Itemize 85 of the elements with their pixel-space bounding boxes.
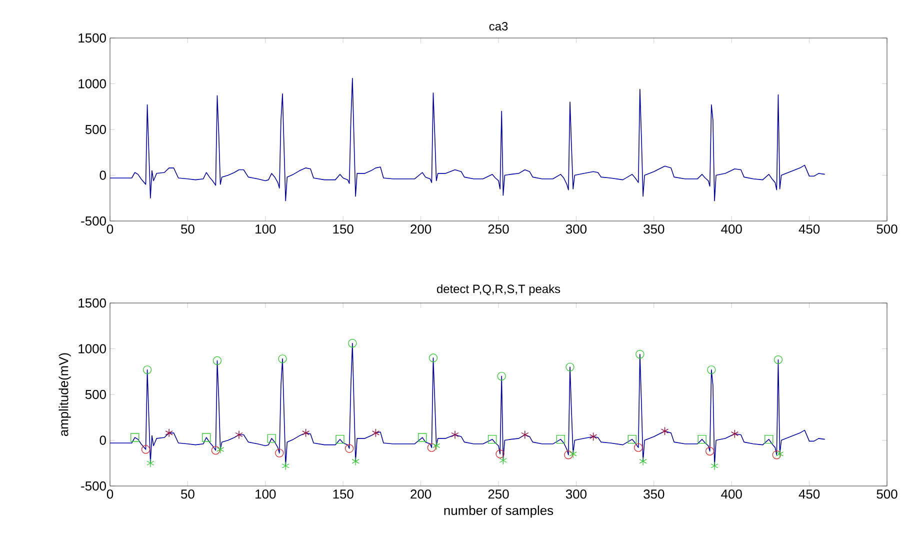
x-tick-label: 450	[798, 490, 820, 499]
point	[282, 462, 290, 470]
point	[499, 456, 507, 465]
point	[707, 365, 716, 374]
point	[706, 446, 714, 456]
x-tick-label: 400	[721, 490, 742, 499]
point	[730, 429, 739, 438]
point	[146, 458, 154, 468]
point	[710, 462, 718, 470]
x-tick-label: 300	[566, 490, 587, 499]
point	[130, 433, 140, 442]
point	[776, 450, 784, 458]
point	[348, 338, 357, 348]
point	[569, 450, 577, 458]
point	[628, 434, 636, 444]
y-tick-label: -500	[81, 481, 106, 491]
point	[372, 428, 380, 438]
point	[564, 450, 573, 460]
y-axis-title: amplitude(mV)	[58, 353, 71, 436]
x-tick-label: 350	[644, 490, 664, 499]
point	[142, 365, 152, 374]
x-tick-label: 100	[256, 490, 276, 499]
point	[451, 430, 459, 440]
point	[496, 450, 504, 458]
point	[428, 354, 438, 362]
point	[488, 434, 497, 444]
x-tick-label: 0	[106, 224, 114, 234]
point	[636, 350, 644, 359]
y-tick-label: 500	[85, 124, 106, 134]
point	[566, 362, 574, 372]
x-tick-label: 400	[721, 224, 742, 234]
point	[639, 456, 647, 466]
point	[772, 450, 782, 460]
point	[432, 441, 440, 450]
point	[698, 434, 706, 444]
point	[216, 445, 224, 454]
point	[235, 430, 243, 440]
point	[141, 445, 150, 454]
x-tick-label: 450	[798, 224, 820, 234]
x-tick-label: 500	[876, 490, 898, 499]
point	[336, 434, 344, 444]
x-tick-label: 350	[644, 224, 664, 234]
point	[427, 443, 436, 452]
y-tick-label: 1500	[78, 33, 106, 43]
y-tick-label: 0	[100, 170, 106, 180]
point	[344, 444, 354, 453]
x-tick-label: 300	[566, 224, 587, 234]
point	[774, 355, 783, 364]
x-tick-label: 200	[410, 490, 432, 499]
point	[418, 433, 427, 442]
point	[634, 443, 643, 452]
point	[302, 428, 310, 438]
point	[556, 434, 566, 444]
point	[589, 432, 598, 441]
point	[267, 434, 276, 443]
point	[497, 372, 506, 381]
y-tick-label: 500	[85, 390, 106, 400]
point	[165, 428, 173, 438]
x-tick-label: 200	[410, 224, 432, 234]
y-tick-label: 1000	[78, 79, 106, 88]
y-tick-label: 1000	[78, 344, 106, 354]
chart-title: ca3	[489, 22, 508, 30]
point	[211, 446, 220, 455]
point	[352, 456, 360, 466]
x-tick-label: 150	[333, 224, 354, 234]
point	[202, 433, 211, 442]
point	[764, 434, 774, 444]
chart-title: detect P,Q,R,S,T peaks	[436, 284, 560, 296]
y-tick-label: 0	[100, 436, 106, 445]
x-tick-label: 150	[333, 490, 354, 499]
x-tick-label: 500	[876, 224, 898, 234]
x-axis-title: number of samples	[444, 506, 554, 518]
x-tick-label: 100	[256, 224, 276, 234]
x-tick-label: 0	[106, 490, 114, 499]
x-tick-label: 250	[488, 224, 509, 234]
point	[278, 354, 287, 364]
y-tick-label: -500	[81, 216, 106, 226]
point	[660, 426, 669, 436]
point	[275, 448, 284, 458]
x-tick-label: 250	[488, 490, 509, 499]
point	[521, 430, 529, 440]
x-tick-label: 50	[181, 224, 194, 234]
y-tick-label: 1500	[78, 298, 106, 308]
x-tick-label: 50	[181, 490, 194, 499]
point	[212, 356, 222, 365]
